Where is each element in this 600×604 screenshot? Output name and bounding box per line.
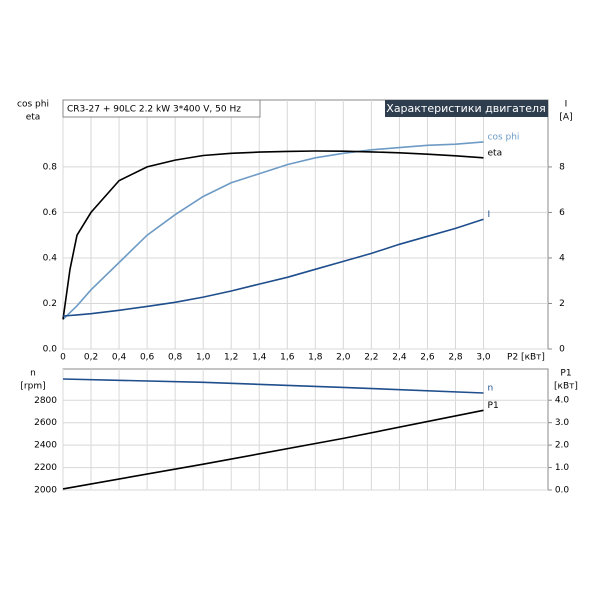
y-axis-label: eta <box>26 113 41 123</box>
x-tick-label: 1,0 <box>196 353 211 363</box>
series-label: cos phi <box>488 132 520 142</box>
y-tick-label: 2800 <box>34 396 57 406</box>
x-tick-label: 1,8 <box>308 353 323 363</box>
model-text: CR3-27 + 90LC 2.2 kW 3*400 V, 50 Hz <box>67 105 241 115</box>
y2-tick-label: 4.0 <box>555 396 570 406</box>
y-tick-label: 0.0 <box>43 345 58 355</box>
x-tick-label: 0 <box>60 353 66 363</box>
y-tick-label: 0.6 <box>43 208 58 218</box>
y-tick-label: 0.4 <box>43 253 58 263</box>
x-tick-label: 0,4 <box>112 353 127 363</box>
y2-axis-label: I <box>565 100 568 110</box>
y2-axis-label: P1 <box>560 369 571 379</box>
x-tick-label: 1,4 <box>252 353 267 363</box>
y-tick-label: 2600 <box>34 418 57 428</box>
y-tick-label: 0.2 <box>43 299 57 309</box>
y-axis-label: [rpm] <box>20 382 45 392</box>
series-line <box>62 409 484 490</box>
x-tick-label: 1,6 <box>280 353 295 363</box>
title-box <box>385 100 548 117</box>
top-frame <box>62 99 549 350</box>
x-axis-label: P2 [кВт] <box>507 353 545 363</box>
y2-tick-label: 0.0 <box>555 486 570 496</box>
series-label: P1 <box>488 401 499 411</box>
y-tick-label: 0.8 <box>43 162 58 172</box>
x-tick-label: 2,8 <box>448 353 463 363</box>
title: Характеристики двигателя <box>386 102 545 115</box>
model-box <box>62 99 261 118</box>
series-line <box>62 141 484 320</box>
series-label: n <box>488 383 494 393</box>
y2-tick-label: 2 <box>559 299 565 309</box>
x-tick-label: 0,2 <box>84 353 98 363</box>
bottom-frame <box>62 368 549 491</box>
x-tick-label: 0,6 <box>140 353 155 363</box>
series-label: eta <box>488 148 503 158</box>
y2-tick-label: 8 <box>559 162 565 172</box>
y2-tick-label: 4 <box>559 253 565 263</box>
y2-tick-label: 3.0 <box>555 418 570 428</box>
x-tick-label: 1,2 <box>224 353 238 363</box>
y-tick-label: 2400 <box>34 441 57 451</box>
y-tick-label: 2200 <box>34 463 57 473</box>
series-line <box>62 378 484 394</box>
y2-tick-label: 6 <box>559 208 565 218</box>
x-tick-label: 3,0 <box>476 353 491 363</box>
y-tick-label: 2000 <box>34 486 57 496</box>
y2-axis-label: [A] <box>559 113 572 123</box>
y2-tick-label: 1.0 <box>555 463 570 473</box>
x-tick-label: 0,8 <box>168 353 183 363</box>
x-tick-label: 2,2 <box>364 353 378 363</box>
y2-tick-label: 2.0 <box>555 441 570 451</box>
series-line <box>62 218 484 317</box>
y2-tick-label: 0 <box>559 345 565 355</box>
y2-axis-label: [кВт] <box>554 382 578 392</box>
series-label: I <box>488 210 491 220</box>
x-tick-label: 2,0 <box>336 353 351 363</box>
series-line <box>62 150 484 320</box>
x-tick-label: 2,6 <box>420 353 435 363</box>
x-tick-label: 2,4 <box>392 353 407 363</box>
y-axis-label: cos phi <box>17 100 49 110</box>
y-axis-label: n <box>30 369 36 379</box>
